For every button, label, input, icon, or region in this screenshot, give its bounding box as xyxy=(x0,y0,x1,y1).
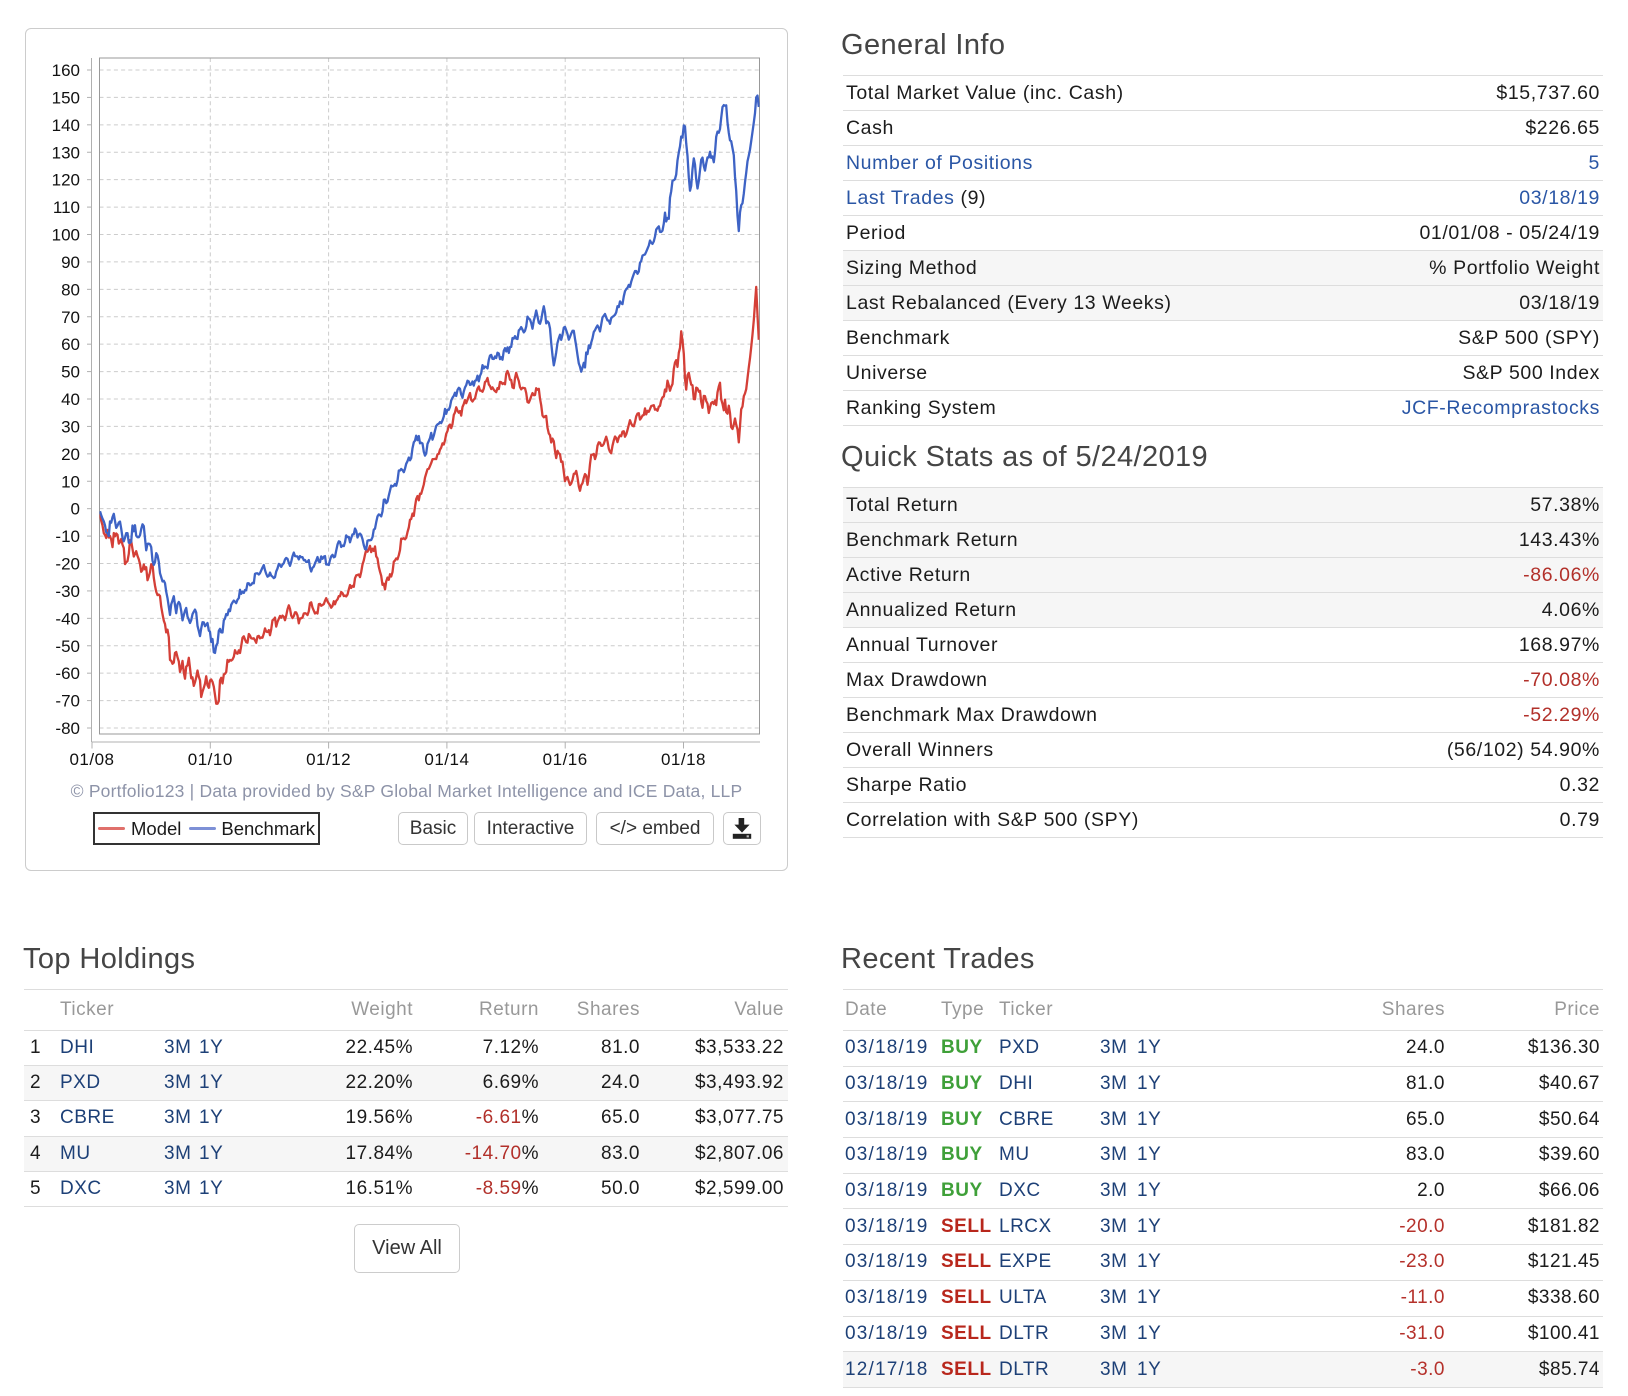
svg-text:50: 50 xyxy=(61,363,80,382)
svg-text:-30: -30 xyxy=(55,582,80,601)
svg-text:-10: -10 xyxy=(55,527,80,546)
svg-text:-50: -50 xyxy=(55,637,80,656)
svg-text:01/08: 01/08 xyxy=(69,750,114,769)
svg-text:60: 60 xyxy=(61,335,80,354)
svg-text:130: 130 xyxy=(52,143,80,162)
svg-text:140: 140 xyxy=(52,116,80,135)
svg-text:40: 40 xyxy=(61,390,80,409)
svg-text:20: 20 xyxy=(61,445,80,464)
svg-text:160: 160 xyxy=(52,61,80,80)
svg-text:100: 100 xyxy=(52,226,80,245)
svg-text:01/16: 01/16 xyxy=(543,750,588,769)
svg-text:-70: -70 xyxy=(55,692,80,711)
svg-text:150: 150 xyxy=(52,88,80,107)
svg-text:110: 110 xyxy=(53,198,80,217)
svg-text:-60: -60 xyxy=(55,664,80,683)
svg-text:-80: -80 xyxy=(55,719,80,738)
svg-text:10: 10 xyxy=(61,472,80,491)
svg-text:0: 0 xyxy=(71,500,80,519)
svg-text:01/10: 01/10 xyxy=(188,750,233,769)
svg-text:80: 80 xyxy=(61,280,80,299)
svg-text:-20: -20 xyxy=(55,555,80,574)
svg-text:01/14: 01/14 xyxy=(424,750,469,769)
svg-text:30: 30 xyxy=(61,417,80,436)
svg-text:01/12: 01/12 xyxy=(306,750,351,769)
svg-text:70: 70 xyxy=(61,308,80,327)
svg-text:01/18: 01/18 xyxy=(661,750,706,769)
svg-text:90: 90 xyxy=(61,253,80,272)
svg-text:-40: -40 xyxy=(55,609,80,628)
svg-text:120: 120 xyxy=(52,171,80,190)
